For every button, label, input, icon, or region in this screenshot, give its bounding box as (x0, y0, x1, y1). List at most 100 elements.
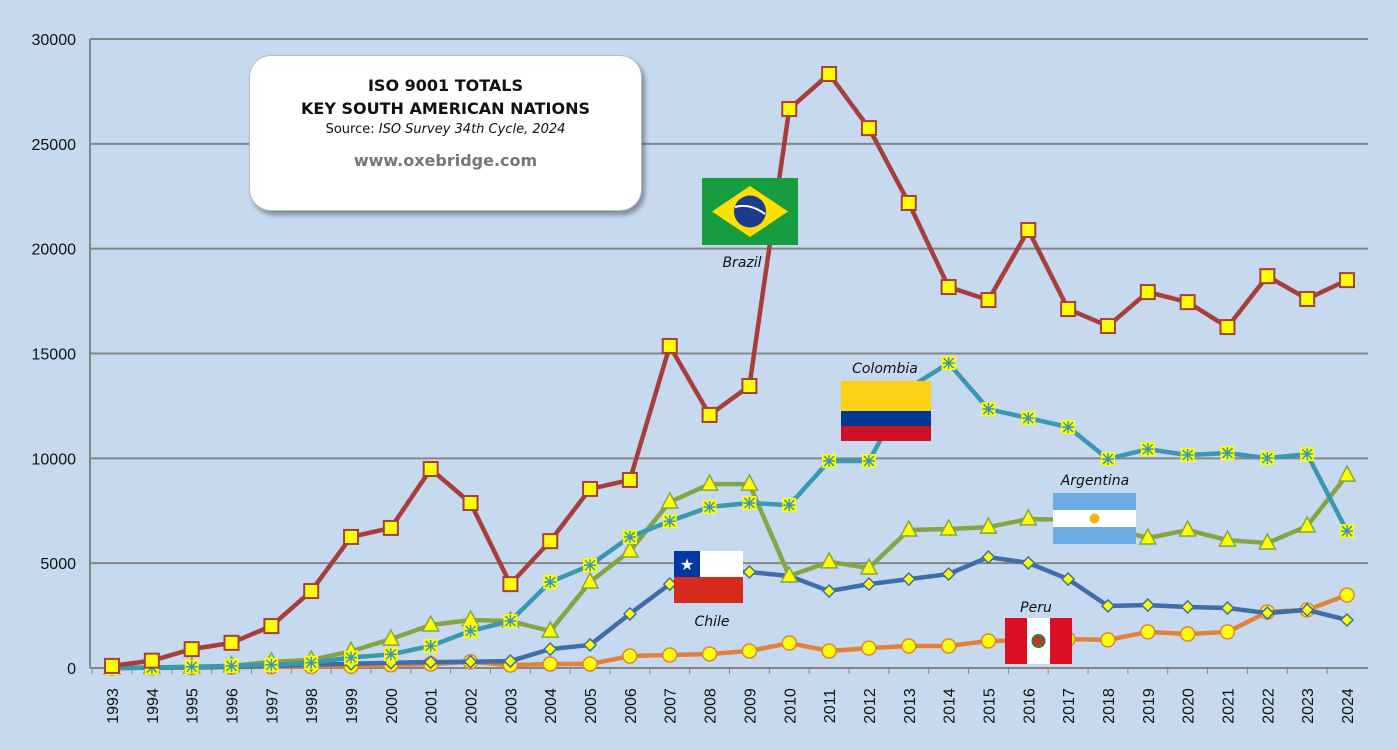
label-argentina: Argentina (1060, 473, 1130, 489)
x-tick-label: 2004 (543, 688, 560, 724)
data-point (901, 572, 916, 587)
data-point (503, 654, 518, 669)
x-tick-label: 2012 (862, 688, 879, 724)
x-tick-label: 2001 (424, 688, 441, 724)
svg-text:★: ★ (680, 557, 694, 574)
data-point (542, 533, 559, 550)
x-tick-label: 2021 (1220, 688, 1237, 724)
data-point (1300, 602, 1315, 617)
data-point (1061, 420, 1076, 435)
data-point (264, 657, 279, 672)
data-point (540, 620, 560, 638)
data-point (423, 638, 438, 653)
data-point (304, 655, 319, 670)
data-point (583, 637, 598, 652)
x-tick-label: 2010 (782, 688, 799, 724)
data-point (1220, 446, 1235, 461)
data-point (859, 557, 879, 575)
label-brazil: Brazil (722, 255, 761, 271)
data-point (1180, 447, 1195, 462)
x-tick-label: 2019 (1141, 688, 1158, 724)
x-tick-label: 1994 (145, 688, 162, 724)
x-tick-label: 2023 (1300, 688, 1317, 724)
data-point (1100, 632, 1116, 648)
data-point (263, 618, 280, 635)
x-tick-label: 2017 (1061, 688, 1078, 724)
data-point (583, 558, 598, 573)
data-point (1178, 519, 1197, 537)
data-point (981, 550, 996, 565)
y-tick-label: 5000 (40, 556, 76, 573)
data-point (143, 652, 160, 669)
data-point (463, 623, 478, 638)
y-tick-label: 25000 (32, 137, 77, 154)
data-point (343, 528, 360, 545)
x-tick-label: 2000 (384, 688, 401, 724)
data-point (104, 657, 120, 674)
data-point (223, 634, 240, 651)
data-point (1139, 284, 1156, 301)
data-point (622, 529, 637, 544)
data-point (1297, 515, 1317, 533)
data-point (503, 614, 518, 629)
data-point (543, 575, 558, 590)
website-link[interactable]: www.oxebridge.com (353, 151, 538, 170)
x-tick-label: 2022 (1260, 688, 1277, 724)
data-point (662, 577, 677, 592)
data-point (742, 564, 757, 580)
x-tick-label: 2016 (1021, 688, 1038, 724)
x-tick-label: 2003 (503, 688, 520, 724)
data-point (1179, 294, 1196, 311)
data-point (622, 648, 638, 664)
data-point (1060, 301, 1077, 318)
data-point (861, 577, 876, 592)
data-point (344, 650, 359, 665)
data-point (781, 101, 798, 118)
data-point (1220, 600, 1235, 616)
data-point (941, 356, 956, 371)
data-point (1140, 598, 1155, 613)
x-tick-label: 1993 (105, 688, 122, 724)
data-point (1339, 587, 1355, 603)
label-peru: Peru (1020, 600, 1052, 616)
data-point (1260, 606, 1275, 621)
data-point (661, 647, 678, 663)
data-point (543, 642, 558, 657)
y-tick-label: 20000 (32, 242, 77, 259)
data-point (861, 454, 876, 469)
x-tick-label: 2009 (742, 688, 759, 724)
data-point (622, 606, 637, 621)
data-point (701, 646, 718, 662)
chile-flag-icon: ★ (674, 551, 743, 603)
data-point (1339, 612, 1355, 628)
data-point (382, 519, 399, 536)
data-point (1180, 599, 1195, 615)
data-point (980, 292, 997, 309)
data-point (822, 583, 837, 599)
chart-title: ISO 9001 TOTALS (367, 76, 524, 95)
data-point (1021, 555, 1036, 571)
data-point (1179, 626, 1196, 642)
x-tick-label: 1999 (344, 688, 361, 724)
x-tick-label: 1995 (185, 688, 202, 724)
data-point (939, 518, 958, 536)
data-point (1138, 527, 1158, 545)
data-point (702, 499, 717, 514)
y-tick-label: 10000 (32, 451, 77, 468)
data-point (621, 471, 638, 488)
data-point (662, 514, 677, 529)
data-point (741, 643, 758, 659)
title-box: ISO 9001 TOTALS KEY SOUTH AMERICAN NATIO… (249, 55, 642, 211)
data-point (981, 402, 996, 417)
source-label: Source: (325, 122, 375, 137)
data-point (1218, 529, 1237, 547)
data-point (1140, 442, 1155, 457)
data-point (422, 461, 439, 478)
data-point (224, 658, 239, 673)
data-point (582, 480, 599, 497)
data-point (1219, 624, 1236, 640)
data-point (700, 473, 719, 491)
x-tick-label: 2008 (703, 688, 720, 724)
data-point (620, 540, 640, 558)
